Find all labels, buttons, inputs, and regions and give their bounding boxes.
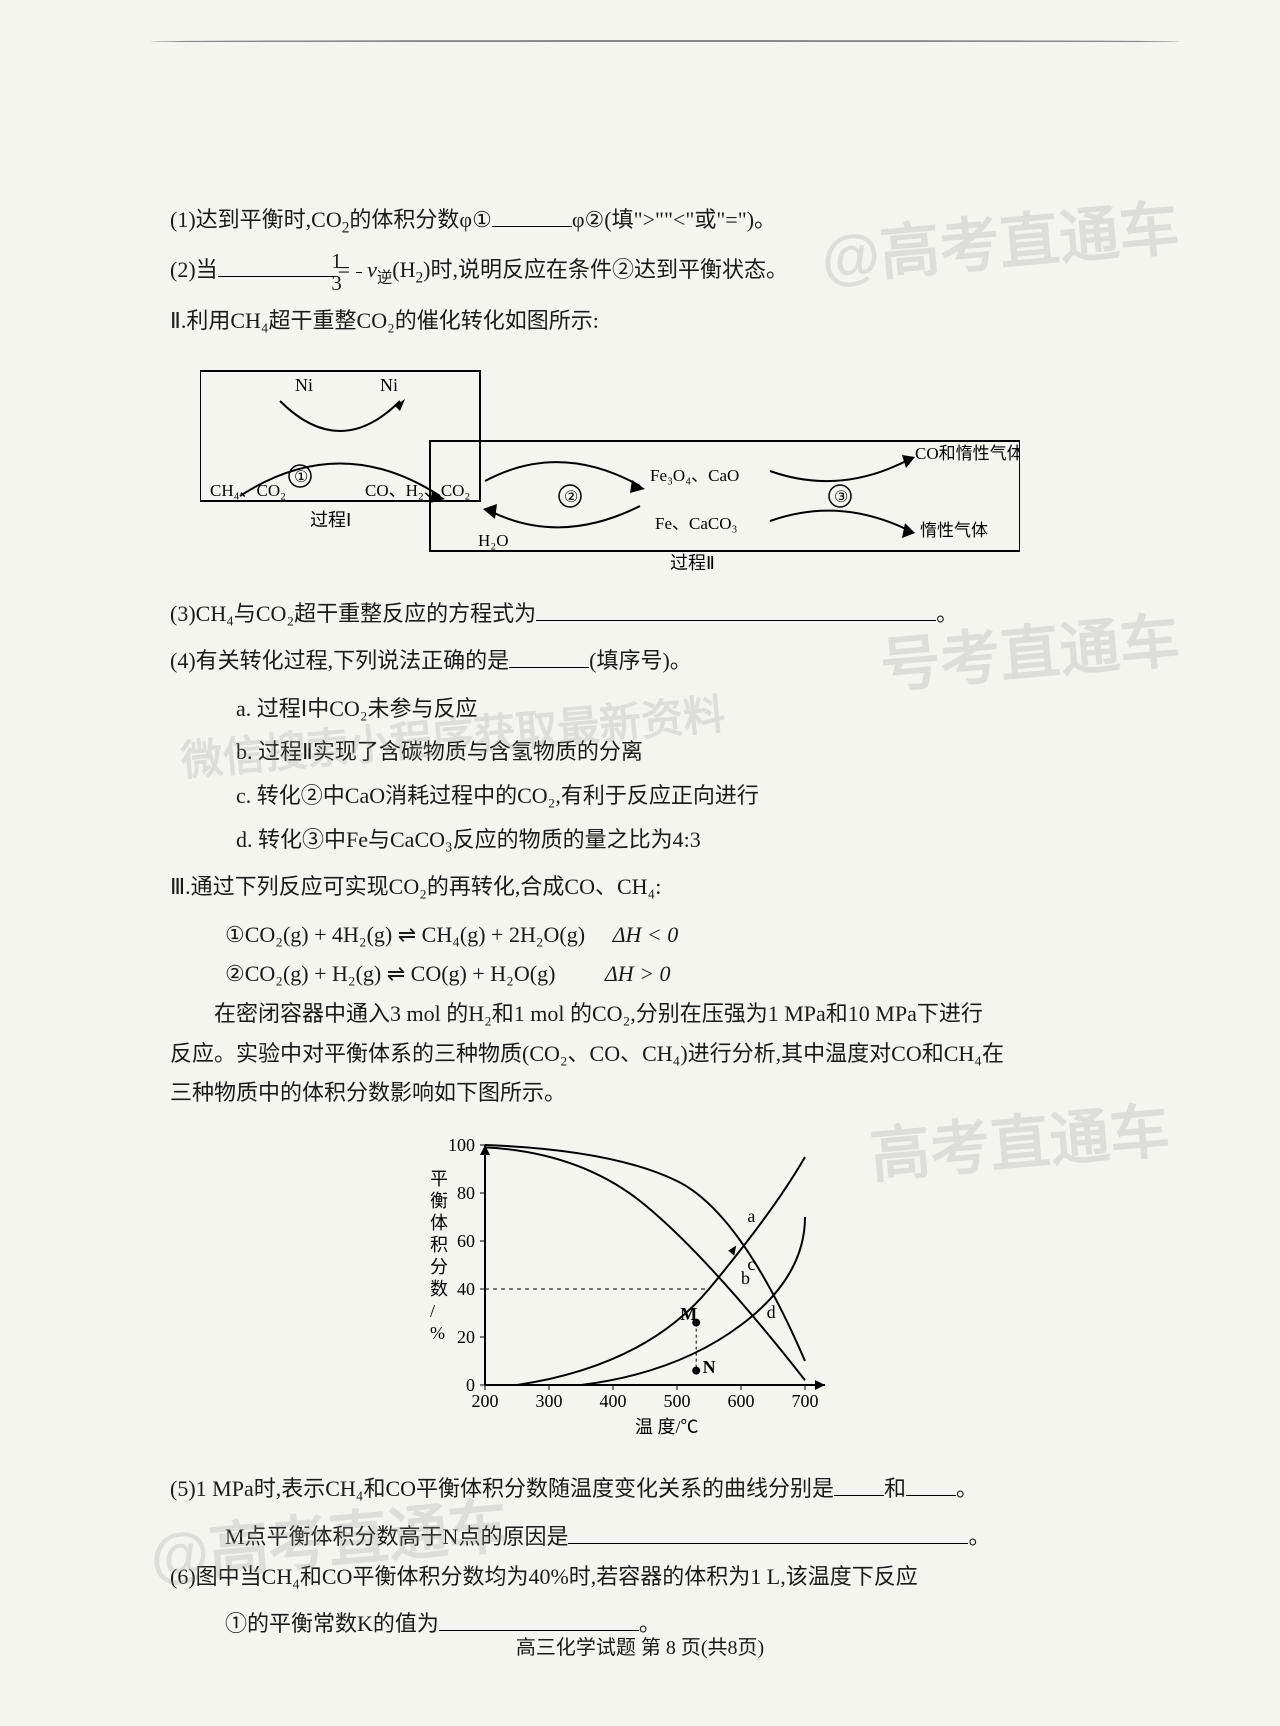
eq1-right: CH₄(g) + 2H₂O(g) — [416, 922, 585, 947]
q3-text: (3)CH₄与CO₂超干重整反应的方程式为 — [170, 601, 536, 626]
question-6: (6)图中当CH₄和CO平衡体积分数均为40%时,若容器的体积为1 L,该温度下… — [170, 1557, 1160, 1597]
question-1: (1)达到平衡时,CO2的体积分数φ①φ②(填">""<"或"=")。 — [170, 200, 1160, 242]
q4-option-a: a. 过程Ⅰ中CO₂未参与反应 — [236, 689, 1160, 729]
q1-text: (1)达到平衡时,CO — [170, 207, 342, 232]
process-diagram: Ni Ni ① CH₄、CO₂ CO、H₂、CO₂ 过程Ⅰ ② H₂O Fe₃O… — [200, 351, 1160, 584]
svg-text:40: 40 — [457, 1279, 475, 1299]
q2-sub: 逆 — [377, 270, 392, 287]
equation-1: ①CO₂(g) + 4H₂(g) ⇌ CH₄(g) + 2H₂O(g) ΔH <… — [225, 915, 1160, 955]
question-5: (5)1 MPa时,表示CH₄和CO平衡体积分数随温度变化关系的曲线分别是 和 。 — [170, 1469, 1160, 1509]
blank — [492, 201, 572, 227]
equation-2: ②CO₂(g) + H₂(g) ⇌ CO(g) + H₂O(g) ΔH > 0 — [225, 954, 1160, 994]
svg-text:80: 80 — [457, 1183, 475, 1203]
q4-option-d: d. 转化③中Fe与CaCO₃反应的物质的量之比为4:3 — [236, 820, 1160, 860]
q4-option-b: b. 过程Ⅱ实现了含碳物质与含氢物质的分离 — [236, 732, 1160, 772]
q5-part2: M点平衡体积分数高于N点的原因是 。 — [225, 1517, 1160, 1557]
blank — [218, 251, 338, 277]
q3-end: 。 — [936, 601, 958, 626]
para1: 在密闭容器中通入3 mol 的H₂和1 mol 的CO₂,分别在压强为1 MPa… — [170, 994, 1160, 1034]
eq2-right: CO(g) + H₂O(g) — [405, 961, 555, 986]
q4-option-c: c. 转化②中CaO消耗过程中的CO₂,有利于反应正向进行 — [236, 776, 1160, 816]
q2-h2: (H — [392, 257, 415, 282]
q2-end: )时,说明反应在条件②达到平衡状态。 — [423, 257, 788, 282]
svg-text:Fe、CaCO₃: Fe、CaCO₃ — [655, 514, 737, 533]
page-footer: 高三化学试题 第 8 页(共8页) — [0, 1630, 1280, 1666]
ch4-co2: CH₄、CO₂ — [210, 481, 286, 500]
question-2: (2)当= 13 v逆(H2)时,说明反应在条件②达到平衡状态。 — [170, 250, 1160, 293]
denominator: 3 — [356, 273, 362, 294]
svg-text:c: c — [747, 1254, 755, 1274]
svg-text:平: 平 — [430, 1169, 448, 1189]
svg-text:60: 60 — [457, 1231, 475, 1251]
svg-text:②: ② — [564, 489, 578, 506]
svg-text:H₂O: H₂O — [478, 531, 508, 550]
svg-text:数: 数 — [430, 1279, 448, 1299]
blank — [509, 642, 589, 668]
q2-text: (2)当 — [170, 257, 218, 282]
svg-text:a: a — [747, 1206, 755, 1226]
q4-end: (填序号)。 — [589, 648, 692, 673]
svg-text:CO和惰性气体: CO和惰性气体 — [915, 444, 1020, 463]
svg-text:Fe₃O₄、CaO: Fe₃O₄、CaO — [650, 466, 739, 485]
ni-label: Ni — [295, 375, 313, 395]
svg-text:①: ① — [294, 469, 308, 486]
svg-text:N: N — [703, 1357, 716, 1377]
blank — [906, 1470, 956, 1496]
blank — [568, 1518, 968, 1544]
svg-text:过程Ⅰ: 过程Ⅰ — [310, 510, 351, 530]
svg-text:体: 体 — [430, 1213, 448, 1233]
para2: 反应。实验中对平衡体系的三种物质(CO₂、CO、CH₄)进行分析,其中温度对CO… — [170, 1034, 1160, 1074]
para3: 三种物质中的体积分数影响如下图所示。 — [170, 1073, 1160, 1113]
q5-text: (5)1 MPa时,表示CH₄和CO平衡体积分数随温度变化关系的曲线分别是 — [170, 1476, 834, 1501]
svg-text:过程Ⅱ: 过程Ⅱ — [670, 553, 715, 571]
svg-text:400: 400 — [600, 1391, 627, 1411]
eq1-left: ①CO₂(g) + 4H₂(g) — [225, 922, 398, 947]
q1-text3: φ②(填">""<"或"=")。 — [572, 207, 776, 232]
eq2-left: ②CO₂(g) + H₂(g) — [225, 961, 387, 986]
svg-text:M: M — [680, 1304, 697, 1324]
question-3: (3)CH₄与CO₂超干重整反应的方程式为 。 — [170, 594, 1160, 634]
q1-text2: 的体积分数φ① — [349, 207, 491, 232]
q5-end: 。 — [956, 1476, 978, 1501]
svg-text:惰性气体: 惰性气体 — [920, 521, 988, 540]
blank — [834, 1470, 884, 1496]
svg-text:温 度/℃: 温 度/℃ — [635, 1417, 699, 1437]
q5-and: 和 — [884, 1476, 906, 1501]
section-2-label: Ⅱ.利用CH₄超干重整CO₂的催化转化如图所示: — [170, 301, 1160, 341]
q5-text2: M点平衡体积分数高于N点的原因是 — [225, 1524, 568, 1549]
q2-v: v — [367, 257, 377, 282]
svg-text:500: 500 — [664, 1391, 691, 1411]
numerator: 1 — [356, 251, 362, 273]
svg-text:600: 600 — [728, 1391, 755, 1411]
equilibrium-chart: 平衡体积分数/%020406080100200300400500600700温 … — [170, 1125, 1160, 1458]
eq2-dh: ΔH > 0 — [605, 961, 671, 986]
svg-text:700: 700 — [792, 1391, 819, 1411]
svg-text:200: 200 — [472, 1391, 499, 1411]
blank — [536, 594, 936, 620]
svg-text:③: ③ — [834, 489, 848, 506]
svg-text:d: d — [767, 1302, 776, 1322]
svg-text:20: 20 — [457, 1327, 475, 1347]
q6-text: (6)图中当CH₄和CO平衡体积分数均为40%时,若容器的体积为1 L,该温度下… — [170, 1564, 918, 1589]
blank — [439, 1605, 639, 1631]
eq1-dh: ΔH < 0 — [613, 922, 679, 947]
section-3-label: Ⅲ.通过下列反应可实现CO₂的再转化,合成CO、CH₄: — [170, 867, 1160, 907]
svg-text:/: / — [430, 1301, 435, 1321]
svg-text:Ni: Ni — [380, 375, 398, 395]
fraction: 13 — [356, 251, 362, 294]
svg-text:300: 300 — [536, 1391, 563, 1411]
question-4: (4)有关转化过程,下列说法正确的是 (填序号)。 — [170, 641, 1160, 681]
svg-text:衡: 衡 — [430, 1191, 448, 1211]
svg-text:分: 分 — [430, 1257, 448, 1277]
svg-text:%: % — [430, 1323, 445, 1343]
q4-text: (4)有关转化过程,下列说法正确的是 — [170, 648, 509, 673]
q5-end2: 。 — [968, 1524, 990, 1549]
svg-text:CO、H₂、CO₂: CO、H₂、CO₂ — [365, 481, 470, 500]
page-edge — [150, 40, 1180, 43]
svg-text:积: 积 — [430, 1235, 448, 1255]
svg-text:100: 100 — [448, 1135, 475, 1155]
